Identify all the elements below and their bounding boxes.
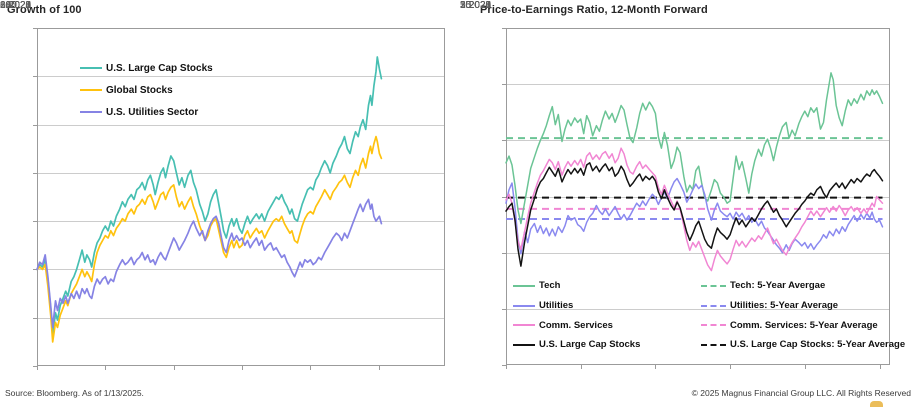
x-tick-label: 2021 — [468, 0, 492, 11]
brand-logo-fragment — [870, 401, 883, 407]
y-tick-label: 100 — [0, 0, 17, 11]
line-swatch-tech — [513, 284, 535, 287]
legend-right: Tech Tech: 5-Year Avergae Utilities Util… — [513, 276, 905, 355]
legend-item-us-utilities: U.S. Utilities Sector — [80, 101, 213, 123]
x-tick-label: 2022 — [468, 0, 492, 11]
growth-chart-plot — [33, 28, 445, 370]
growth-of-100-chart: Growth of 100 U.S. Large Cap Stocks Glob… — [0, 0, 445, 370]
legend-item-global-stocks: Global Stocks — [80, 79, 213, 101]
pe-chart-plot — [502, 28, 890, 369]
y-tick-label: 60 — [0, 0, 12, 11]
dashed-line-swatch-tech-avg — [701, 284, 726, 287]
y-tick-label: 180 — [0, 0, 17, 11]
legend-item-utilities: Utilities — [513, 300, 701, 311]
legend-label: Tech: 5-Year Avergae — [730, 280, 826, 292]
line-swatch-comm-services — [513, 324, 535, 327]
legend-label: Utilities — [539, 300, 574, 312]
legend-label: U.S. Large Cap Stocks — [539, 339, 641, 351]
legend-item-utilities-avg: Utilities: 5-Year Average — [701, 300, 905, 311]
line-swatch-global-stocks — [80, 89, 102, 91]
y-tick-label: 10 — [460, 0, 472, 11]
legend-item-us-large-cap-avg: U.S. Large Cap Stocks: 5-Year Average — [701, 339, 905, 350]
series-line — [36, 135, 383, 343]
y-tick-label: 80 — [0, 0, 12, 11]
legend-item-us-large-cap: U.S. Large Cap Stocks — [513, 339, 701, 350]
x-tick-label: 2024 — [8, 0, 32, 11]
series-line — [505, 147, 884, 272]
dashed-line-swatch-comm-services-avg — [701, 324, 726, 327]
legend-item-comm-services-avg: Comm. Services: 5-Year Average — [701, 320, 905, 331]
legend-left: U.S. Large Cap Stocks Global Stocks U.S.… — [80, 57, 213, 123]
legend-item-us-large-cap: U.S. Large Cap Stocks — [80, 57, 213, 79]
y-tick-label: 20 — [460, 0, 472, 11]
y-tick-label: 120 — [0, 0, 17, 11]
y-tick-label: 5 — [460, 0, 466, 11]
line-swatch-us-utilities — [80, 111, 102, 113]
dashed-line-swatch-us-large-cap-avg — [701, 343, 726, 346]
legend-item-comm-services: Comm. Services — [513, 320, 701, 331]
legend-label: U.S. Large Cap Stocks — [106, 62, 213, 74]
x-tick-label: 2025 — [8, 0, 32, 11]
line-swatch-us-large-cap — [80, 67, 102, 69]
legend-label: U.S. Utilities Sector — [106, 106, 199, 118]
copyright-note: © 2025 Magnus Financial Group LLC. All R… — [691, 388, 911, 398]
x-tick-label: 2021 — [8, 0, 32, 11]
legend-item-tech: Tech — [513, 280, 701, 291]
dashed-line-swatch-utilities-avg — [701, 304, 726, 307]
y-tick-label: 35 — [460, 0, 472, 11]
y-tick-label: 25 — [460, 0, 472, 11]
source-note: Source: Bloomberg. As of 1/13/2025. — [5, 388, 144, 398]
line-swatch-us-large-cap — [513, 343, 535, 346]
x-tick-label: 2022 — [8, 0, 32, 11]
series-line — [36, 198, 383, 329]
legend-label: U.S. Large Cap Stocks: 5-Year Average — [730, 339, 906, 351]
legend-label: Utilities: 5-Year Average — [730, 300, 839, 312]
legend-item-tech-avg: Tech: 5-Year Avergae — [701, 280, 905, 291]
y-tick-label: 15 — [460, 0, 472, 11]
series-line — [505, 177, 884, 255]
series-line — [36, 56, 383, 336]
legend-label: Comm. Services — [539, 319, 613, 331]
x-tick-label: 2020 — [8, 0, 32, 11]
x-tick-label: 2024 — [468, 0, 492, 11]
x-tick-label: 2025 — [468, 0, 492, 11]
legend-label: Tech — [539, 280, 561, 292]
chart-title-left: Growth of 100 — [7, 4, 82, 16]
series-line — [505, 72, 884, 225]
y-tick-label: 140 — [0, 0, 17, 11]
pe-ratio-chart: Price-to-Earnings Ratio, 12-Month Forwar… — [460, 0, 917, 407]
chart-title-right: Price-to-Earnings Ratio, 12-Month Forwar… — [480, 4, 708, 16]
series-line — [505, 162, 884, 267]
x-tick-label: 2023 — [468, 0, 492, 11]
x-tick-label: 2023 — [8, 0, 32, 11]
legend-label: Global Stocks — [106, 84, 173, 96]
y-tick-label: 30 — [460, 0, 472, 11]
line-swatch-utilities — [513, 304, 535, 307]
x-tick-label: 2020 — [468, 0, 492, 11]
legend-label: Comm. Services: 5-Year Average — [730, 319, 878, 331]
y-tick-label: 160 — [0, 0, 17, 11]
y-tick-label: 200 — [0, 0, 17, 11]
